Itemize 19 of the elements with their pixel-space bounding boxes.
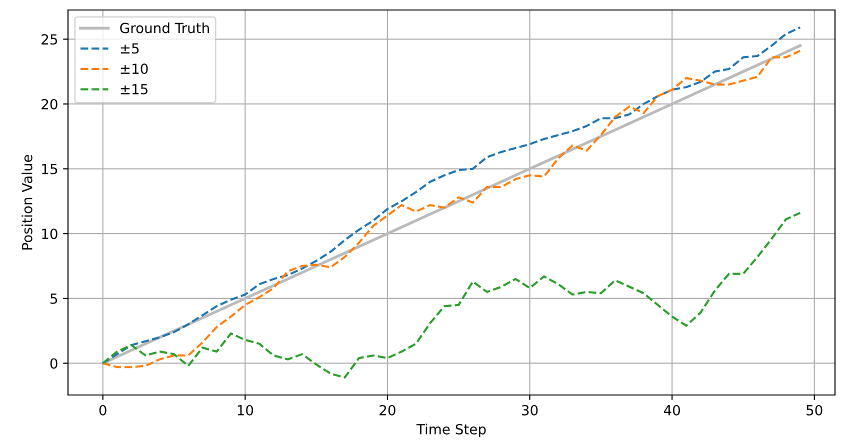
legend-label: ±10 (120, 64, 148, 74)
legend-label: Ground Truth (120, 22, 209, 34)
x-tick-label: 50 (806, 404, 822, 416)
y-tick-label: 25 (42, 34, 58, 45)
y-tick-label: 20 (42, 98, 58, 110)
y-tick-label: 5 (50, 294, 58, 304)
x-tick-label: 0 (99, 404, 106, 416)
y-tick-label: 10 (42, 228, 58, 240)
x-tick-label: 20 (380, 404, 396, 416)
legend-label: ±5 (120, 43, 139, 54)
x-tick-label: 30 (522, 404, 538, 416)
y-tick-label: 0 (50, 358, 58, 369)
x-axis-title: Time Step (416, 424, 486, 438)
line-series (102, 212, 802, 379)
y-tick-label: 15 (42, 164, 58, 174)
y-axis-title: Position Value (22, 154, 32, 250)
x-tick-label: 40 (664, 404, 680, 416)
legend-label: ±15 (120, 84, 148, 94)
x-tick-label: 10 (238, 404, 254, 416)
